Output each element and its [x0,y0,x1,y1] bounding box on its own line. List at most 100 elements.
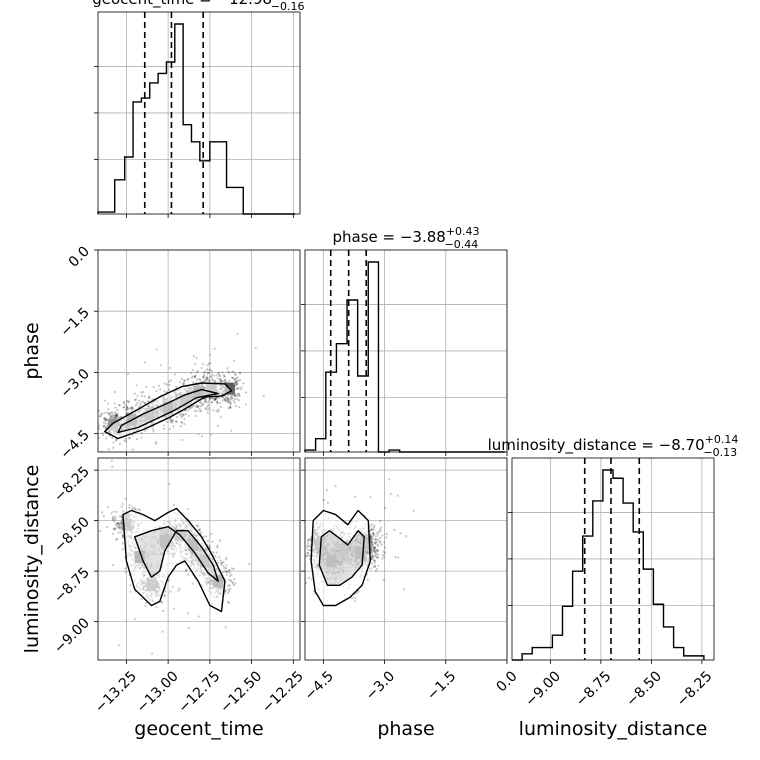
sample-point [370,535,373,539]
sample-point [185,568,188,571]
sample-point [191,369,195,372]
sample-point [204,407,207,410]
sample-point [383,541,386,544]
sample-point [169,421,172,424]
panel-border [97,249,301,453]
sample-point [203,379,207,382]
sample-point [376,550,379,553]
sample-point [224,400,227,403]
sample-point [131,406,134,410]
sample-point [306,546,309,549]
sample-point [132,452,134,454]
sample-point [371,534,375,538]
sample-point [197,525,200,528]
sample-point [165,383,168,386]
sample-point [373,546,376,549]
sample-point [235,377,238,380]
sample-point [193,376,197,379]
sample-point [115,510,118,514]
sample-point [196,370,200,373]
sample-point [169,417,173,420]
y-tick-label: −9.00 [51,615,93,657]
sample-point [113,390,116,394]
sample-point [99,415,102,418]
sample-point [204,535,208,538]
sample-point [373,546,376,549]
sample-point [218,396,221,399]
sample-point [124,403,127,406]
x-tick-label: −12.25 [259,668,307,716]
sample-point [204,377,208,380]
sample-point [129,584,132,587]
x-tick-label: −1.5 [424,668,459,703]
sample-point [369,529,372,532]
sample-point [210,532,213,536]
sample-point [225,563,228,567]
sample-point [366,578,369,581]
sample-point [137,399,141,402]
sample-point [164,590,167,593]
sample-point [201,363,205,366]
sample-point [206,371,210,374]
sample-point [205,368,209,371]
sample-point [211,378,214,381]
sample-point [224,394,227,398]
sample-point [224,378,227,382]
sample-point [373,553,377,557]
sample-point [187,409,190,412]
sample-point [215,409,218,412]
sample-point [377,553,380,556]
sample-point [118,521,121,524]
sample-point [195,406,198,409]
sample-point [370,536,373,540]
sample-point [301,549,303,551]
sample-point [380,543,383,546]
sample-point [147,395,151,398]
sample-point [236,387,239,390]
sample-point [216,410,220,413]
sample-point [233,401,237,404]
sample-point [126,372,130,376]
sample-point [353,596,356,600]
sample-point [206,379,209,382]
sample-point [379,529,382,532]
sample-point [105,526,109,529]
sample-point [228,379,231,382]
sample-point [399,532,402,535]
sample-point [235,383,239,386]
sample-point [125,405,128,408]
sample-point [309,538,312,541]
sample-point [224,590,227,593]
sample-point [169,590,172,593]
sample-point [215,397,218,400]
sample-point [262,395,265,398]
density-contour [134,526,219,582]
sample-point [198,529,201,532]
sample-point [384,536,388,539]
sample-point [374,535,378,538]
sample-point [220,561,223,565]
sample-point [163,390,166,393]
sample-point [187,626,190,630]
title-plus: +0.43 [446,225,480,238]
sample-point [213,347,216,350]
sample-point [234,394,237,397]
sample-point [221,399,224,402]
x-tick-label: −13.25 [92,668,140,716]
sample-point [234,582,237,585]
sample-point [230,567,234,570]
sample-point [394,555,397,559]
sample-point [212,397,215,400]
sample-point [98,427,101,430]
sample-point [104,426,108,429]
sample-point [214,555,217,558]
sample-point [412,509,415,512]
sample-point [230,429,233,432]
sample-point [155,389,158,393]
sample-point [375,531,379,534]
sample-point [307,554,310,557]
sample-point [168,578,171,581]
sample-point [373,524,376,527]
sample-point [215,397,218,400]
sample-point [115,416,118,419]
